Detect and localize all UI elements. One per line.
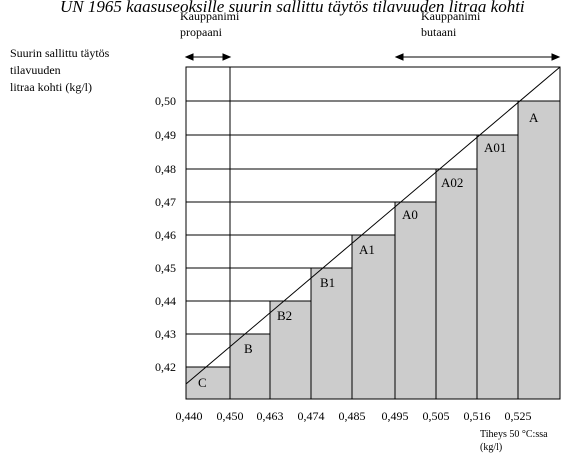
x-axis-label-line1: Tiheys 50 °C:ssa <box>480 429 548 440</box>
bar-a01 <box>476 134 519 400</box>
x-tick-label: 0,525 <box>505 409 532 423</box>
chart-title: UN 1965 kaasuseoksille suurin sallittu t… <box>60 0 525 16</box>
butane-range-arrow <box>394 53 561 61</box>
x-tick-label: 0,474 <box>298 409 325 423</box>
x-tick-label: 0,463 <box>257 409 284 423</box>
bar-label-a1: A1 <box>359 242 375 257</box>
x-tick-label: 0,495 <box>382 409 409 423</box>
y-tick-label: 0,42 <box>155 360 176 374</box>
gridlines <box>186 67 518 399</box>
y-ticks: 0,42 0,43 0,44 0,45 0,46 0,47 0,48 0,49 0,50 <box>155 94 176 374</box>
bar-c <box>185 366 231 400</box>
x-tick-label: 0,440 <box>176 409 203 423</box>
y-tick-label: 0,43 <box>155 327 176 341</box>
bar-b1 <box>310 267 353 400</box>
bar-label-b2: B2 <box>277 308 292 323</box>
bar-label-b1: B1 <box>320 275 335 290</box>
y-tick-label: 0,48 <box>155 162 176 176</box>
bar-b2 <box>269 300 312 400</box>
bar-label-a02: A02 <box>441 175 463 190</box>
y-tick-label: 0,50 <box>155 94 176 108</box>
y-tick-label: 0,44 <box>155 294 176 308</box>
bar-label-a0: A0 <box>402 207 418 222</box>
bar-a <box>517 100 561 400</box>
bar-a1 <box>351 234 396 400</box>
bar-a02 <box>435 168 478 400</box>
y-tick-label: 0,45 <box>155 261 176 275</box>
x-tick-label: 0,450 <box>217 409 244 423</box>
x-tick-label: 0,505 <box>423 409 450 423</box>
butane-label-line1: Kauppanimi <box>421 9 481 23</box>
bar-label-a: A <box>529 110 539 125</box>
x-tick-label: 0,516 <box>464 409 491 423</box>
diagonal-line <box>185 66 561 385</box>
x-ticks: 0,440 0,450 0,463 0,474 0,485 0,495 0,505 0,516… <box>176 409 532 423</box>
bar-label-b: B <box>244 341 253 356</box>
bar-label-c: C <box>198 375 207 390</box>
bar-labels: C B B2 B1 A1 A0 A02 A01 A <box>198 110 539 390</box>
x-axis-label-line2: (kg/l) <box>480 442 502 453</box>
bar-label-a01: A01 <box>484 140 506 155</box>
y-tick-label: 0,46 <box>155 228 176 242</box>
y-axis-label-line3: litraa kohti (kg/l) <box>10 80 92 94</box>
x-tick-label: 0,485 <box>339 409 366 423</box>
y-tick-label: 0,49 <box>155 128 176 142</box>
bar-a0 <box>394 201 437 400</box>
diagonal <box>185 66 561 385</box>
propane-label-line2: propaani <box>180 25 223 39</box>
propane-range-arrow <box>184 53 232 61</box>
y-axis-label-line2: tilavuuden <box>10 63 61 77</box>
propane-label-line1: Kauppanimi <box>180 9 240 23</box>
y-tick-label: 0,47 <box>155 195 176 209</box>
bars <box>185 100 561 400</box>
y-axis-label-line1: Suurin sallittu täytös <box>10 46 110 60</box>
butane-label-line2: butaani <box>421 25 457 39</box>
